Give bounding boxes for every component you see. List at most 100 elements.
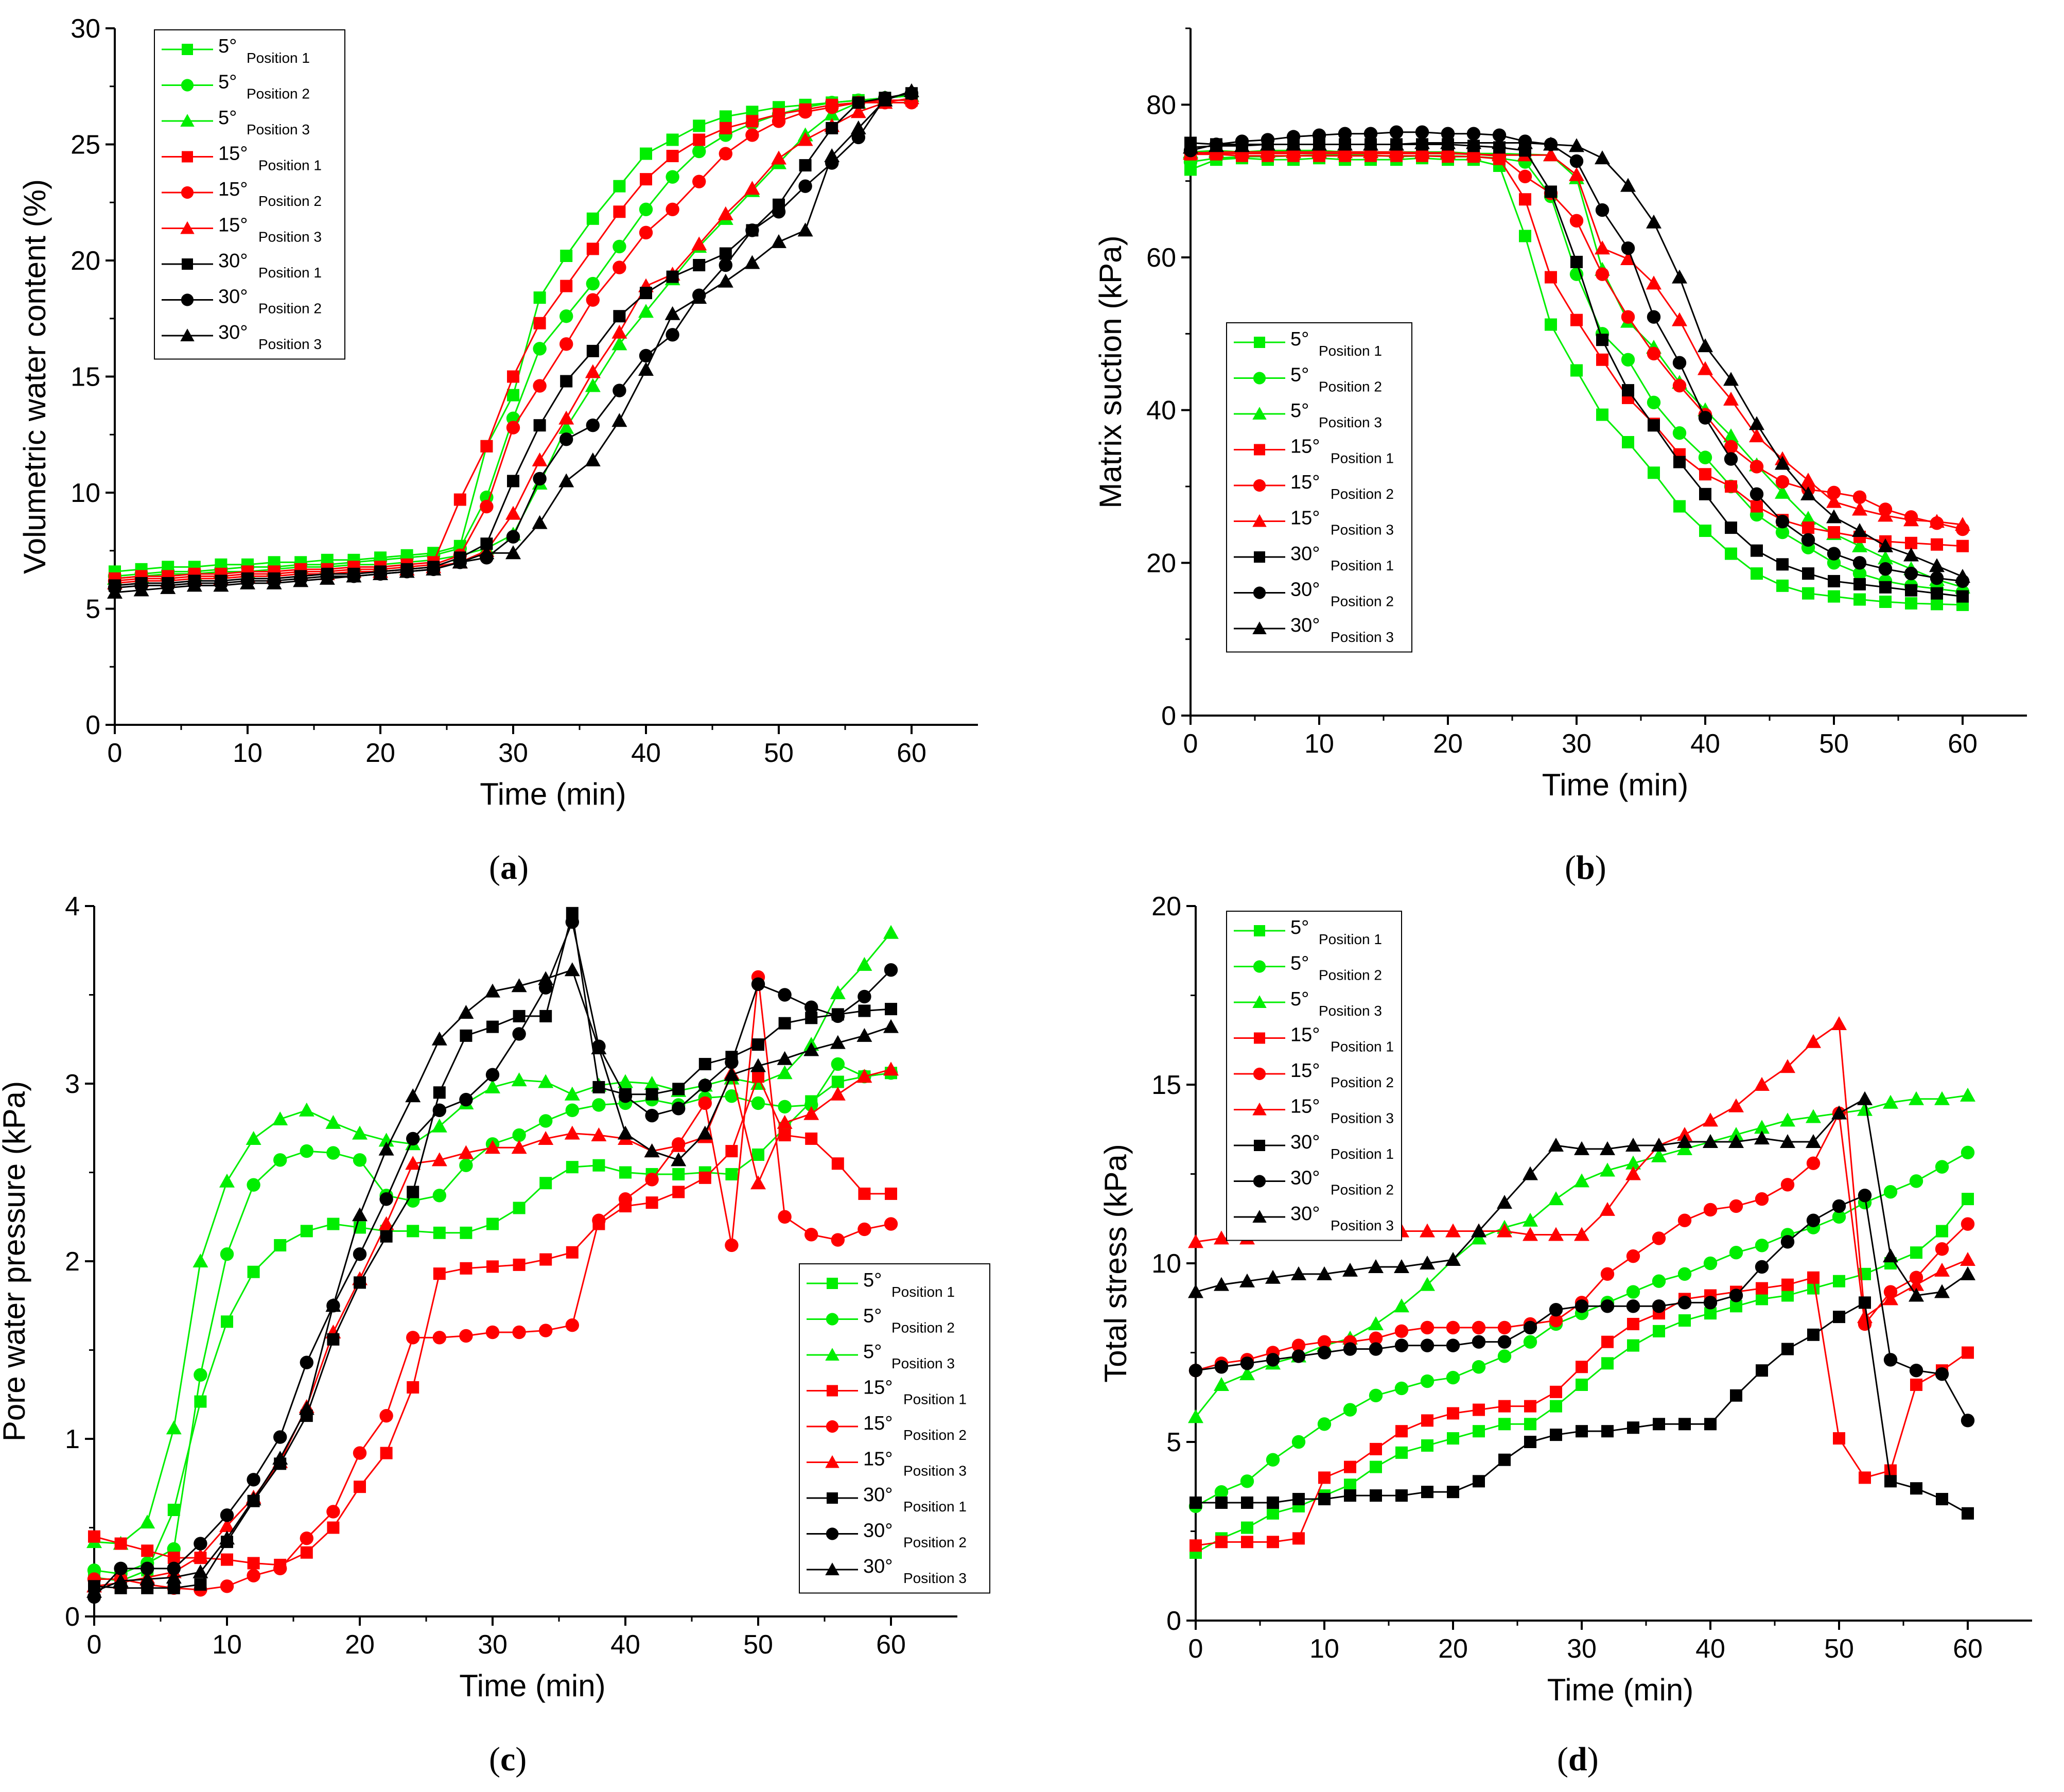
data-point-d-3 xyxy=(1728,1127,1744,1141)
data-point-b-2 xyxy=(1672,426,1687,440)
data-point-d-6 xyxy=(1754,1077,1770,1091)
legend-marker-c xyxy=(826,1313,839,1326)
data-point-d-7 xyxy=(1190,1496,1202,1509)
data-point-c-9 xyxy=(803,1042,819,1056)
data-point-d-9 xyxy=(1625,1137,1641,1152)
legend-marker-b xyxy=(1253,372,1266,385)
chart-svg-a: 0 10 20 30 40 50 60 0 5 10 15 20 25 30 Time (min) Volum… xyxy=(18,14,978,811)
data-point-b-5 xyxy=(1595,267,1610,281)
data-point-c-8 xyxy=(114,1561,128,1576)
data-point-a-8 xyxy=(745,223,759,237)
data-point-c-2 xyxy=(539,1114,553,1128)
chart-panel-c: 0 10 20 30 40 50 60 0 1 2 3 4 Time (min) Pore water p… xyxy=(0,892,990,1778)
legend-item-c: 30° Position 3 xyxy=(807,1556,967,1586)
data-point-a-7 xyxy=(719,247,732,260)
data-point-d-7 xyxy=(1215,1496,1228,1509)
axes-a: 0 10 20 30 40 50 60 0 5 10 15 20 25 30 Time (min) Volum… xyxy=(18,14,978,811)
data-point-a-4 xyxy=(586,242,599,255)
legend-position-b: Position 3 xyxy=(1331,522,1394,538)
data-point-d-9 xyxy=(1265,1269,1281,1284)
data-point-a-7 xyxy=(693,259,706,272)
data-point-a-7 xyxy=(507,475,519,488)
legend-item-b: 30° Position 3 xyxy=(1234,615,1394,645)
data-point-c-8 xyxy=(459,1092,473,1107)
data-point-b-1 xyxy=(1853,593,1866,606)
data-point-d-1 xyxy=(1395,1446,1408,1459)
legend-item-b: 5° Position 2 xyxy=(1234,364,1382,395)
data-point-b-8 xyxy=(1595,203,1610,217)
x-tick-label-b: 30 xyxy=(1562,729,1591,759)
data-point-b-1 xyxy=(1673,500,1686,513)
data-point-c-9 xyxy=(405,1088,421,1103)
data-point-a-4 xyxy=(746,115,759,128)
legend-degree-a: 5° xyxy=(218,107,237,129)
y-tick-label-a: 25 xyxy=(71,130,100,160)
data-point-b-9 xyxy=(1183,140,1198,154)
data-point-a-9 xyxy=(611,413,627,427)
legend-item-c: 30° Position 2 xyxy=(807,1520,967,1551)
legend-item-a: 30° Position 3 xyxy=(162,322,322,352)
data-point-b-1 xyxy=(1931,598,1943,611)
data-point-c-9 xyxy=(856,1028,872,1042)
data-point-c-8 xyxy=(725,1055,739,1069)
data-point-a-3 xyxy=(638,304,654,318)
data-point-a-9 xyxy=(213,578,229,592)
legend-marker-b xyxy=(1252,407,1267,420)
data-point-d-6 xyxy=(1960,1252,1975,1266)
series-d-4 xyxy=(1190,1271,1974,1552)
data-point-a-9 xyxy=(452,554,468,569)
data-point-b-4 xyxy=(1905,536,1917,549)
data-point-a-9 xyxy=(877,92,893,107)
data-point-b-6 xyxy=(1595,240,1610,255)
data-point-b-1 xyxy=(1802,587,1814,600)
data-point-c-6 xyxy=(378,1216,394,1230)
legend-degree-c: 5° xyxy=(863,1269,882,1291)
data-point-d-2 xyxy=(1961,1145,1975,1160)
data-point-c-7 xyxy=(354,1276,366,1289)
data-point-c-2 xyxy=(220,1247,234,1261)
data-point-c-4 xyxy=(885,1187,897,1200)
data-point-d-9 xyxy=(1239,1273,1255,1288)
data-point-d-4 xyxy=(1627,1317,1639,1330)
data-point-c-1 xyxy=(167,1504,180,1516)
data-point-c-1 xyxy=(300,1225,313,1238)
legend-degree-d: 30° xyxy=(1290,1168,1320,1189)
data-point-a-1 xyxy=(507,389,519,402)
data-point-a-1 xyxy=(613,180,626,193)
data-point-c-9 xyxy=(485,983,500,998)
data-point-b-9 xyxy=(1311,136,1327,151)
data-point-c-4 xyxy=(645,1196,658,1209)
data-point-a-9 xyxy=(373,566,388,580)
data-point-a-4 xyxy=(453,493,466,506)
legend-item-c: 5° Position 1 xyxy=(807,1269,955,1300)
data-point-b-8 xyxy=(1415,125,1429,139)
legend-degree-a: 30° xyxy=(218,250,248,272)
data-point-c-9 xyxy=(86,1584,102,1598)
data-point-d-8 xyxy=(1394,1338,1409,1352)
legend-item-d: 5° Position 3 xyxy=(1234,988,1382,1019)
data-point-d-2 xyxy=(1214,1485,1229,1499)
data-point-d-1 xyxy=(1601,1357,1614,1370)
legend-marker-a xyxy=(182,258,193,270)
data-point-b-4 xyxy=(1596,353,1608,366)
data-point-d-1 xyxy=(1756,1293,1768,1306)
data-point-a-2 xyxy=(666,170,679,184)
data-point-d-5 xyxy=(1446,1320,1460,1335)
data-point-d-1 xyxy=(1678,1314,1691,1327)
data-point-c-4 xyxy=(566,1246,579,1259)
data-point-b-3 xyxy=(1800,511,1816,525)
x-tick-label-b: 40 xyxy=(1690,729,1720,759)
data-point-d-6 xyxy=(1677,1127,1692,1141)
data-point-b-6 xyxy=(1311,144,1327,159)
data-point-c-3 xyxy=(485,1079,500,1093)
data-point-c-4 xyxy=(698,1171,711,1184)
data-point-a-6 xyxy=(850,104,866,118)
x-tick-label-c: 40 xyxy=(610,1630,640,1660)
data-point-c-7 xyxy=(672,1083,685,1095)
x-tick-label-d: 60 xyxy=(1953,1634,1983,1664)
legend-marker-b xyxy=(1253,586,1266,599)
legend-marker-d xyxy=(1252,1102,1267,1116)
data-point-d-4 xyxy=(1241,1536,1253,1549)
data-point-d-4 xyxy=(1781,1278,1794,1291)
